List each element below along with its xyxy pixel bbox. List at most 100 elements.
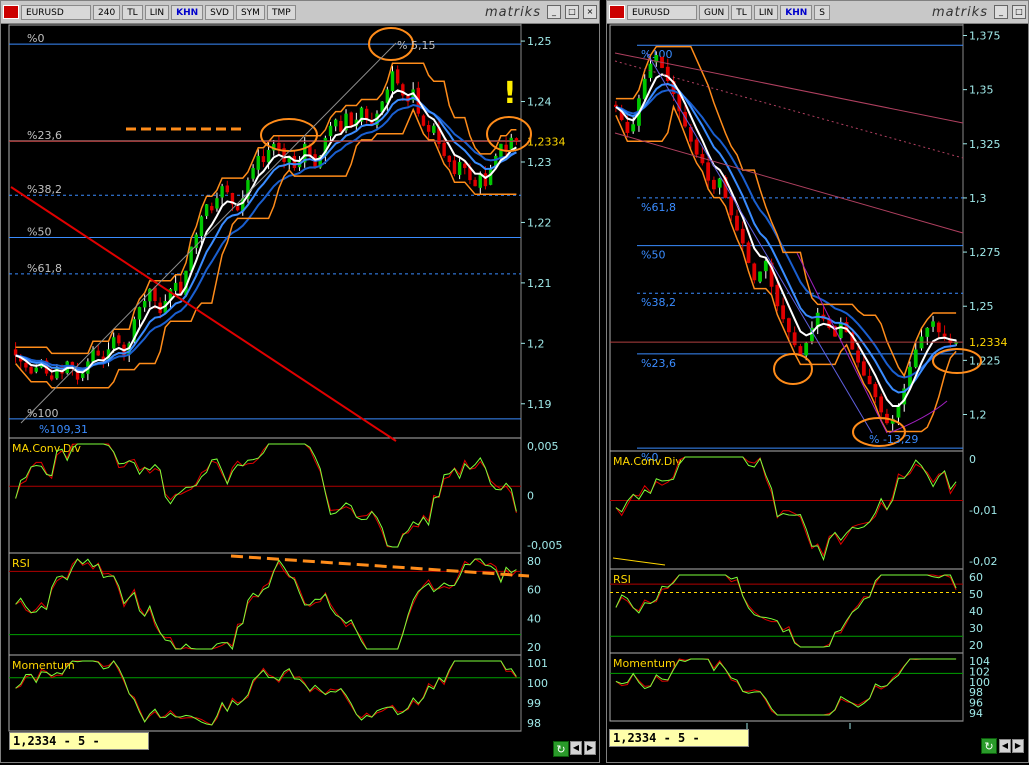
mom-title: Momentum bbox=[613, 657, 676, 670]
scroll-left-icon[interactable]: ◀ bbox=[999, 739, 1011, 753]
period-button[interactable]: 240 bbox=[93, 4, 121, 20]
maximize-icon[interactable]: □ bbox=[565, 5, 579, 19]
candle-body bbox=[272, 143, 276, 151]
candle-body bbox=[457, 161, 462, 175]
candle-body bbox=[873, 383, 878, 398]
candle-body bbox=[717, 178, 722, 188]
macd-tick-label: -0,01 bbox=[969, 504, 997, 517]
macd-tick-label: -0,02 bbox=[969, 555, 997, 568]
rsi-tick-label: 20 bbox=[969, 639, 983, 652]
period-button[interactable]: GUN bbox=[699, 4, 730, 20]
symbol-field[interactable]: EURUSD bbox=[21, 4, 91, 20]
khn-button[interactable]: KHN bbox=[780, 4, 813, 20]
candle-body bbox=[954, 342, 959, 344]
candle-body bbox=[833, 326, 837, 337]
candle-body bbox=[896, 405, 901, 418]
candle-body bbox=[148, 288, 152, 302]
candle-body bbox=[385, 89, 390, 103]
fib-label: %61,8 bbox=[27, 262, 62, 275]
price-tick-label: 1,375 bbox=[969, 29, 1001, 42]
candle-body bbox=[210, 206, 214, 211]
candle-body bbox=[184, 270, 188, 296]
price-tick-label: 1,23 bbox=[527, 156, 552, 169]
refresh-icon[interactable]: ↻ bbox=[981, 738, 997, 754]
macd-panel-frame bbox=[609, 450, 964, 570]
candle-body bbox=[613, 104, 618, 107]
svd-button[interactable]: SVD bbox=[205, 4, 234, 20]
tl-button[interactable]: TL bbox=[122, 4, 143, 20]
ma-slow-line bbox=[615, 89, 957, 379]
rsi-tick-label: 30 bbox=[969, 622, 983, 635]
ma-fast-line bbox=[615, 73, 957, 407]
candle-body bbox=[189, 246, 193, 272]
price-tick-label: 1,325 bbox=[969, 138, 1001, 151]
trendline-purple bbox=[796, 252, 888, 434]
candle-body bbox=[75, 368, 80, 380]
candle-body bbox=[328, 125, 333, 137]
candle-body bbox=[694, 139, 699, 155]
candle-body bbox=[942, 333, 947, 337]
tmp-button[interactable]: TMP bbox=[266, 4, 296, 20]
candle-body bbox=[235, 206, 240, 211]
candle-body bbox=[810, 327, 814, 342]
candle-body bbox=[266, 149, 271, 163]
candle-body bbox=[706, 162, 711, 181]
candle-body bbox=[677, 93, 682, 112]
annotation-circle bbox=[773, 353, 813, 385]
khn-button[interactable]: KHN bbox=[171, 4, 204, 20]
flag-icon bbox=[609, 5, 625, 19]
candle-body bbox=[132, 319, 137, 342]
scroll-right-icon[interactable]: ▶ bbox=[1012, 739, 1024, 753]
fib-label: %50 bbox=[641, 249, 665, 262]
candle-body bbox=[334, 119, 338, 127]
candle-body bbox=[24, 362, 28, 368]
candle-body bbox=[758, 271, 762, 282]
candle-body bbox=[740, 228, 745, 244]
flag-icon bbox=[3, 5, 19, 19]
close-icon[interactable]: × bbox=[583, 5, 597, 19]
tl-button[interactable]: TL bbox=[731, 4, 752, 20]
refresh-icon[interactable]: ↻ bbox=[553, 741, 569, 757]
symbol-field[interactable]: EURUSD bbox=[627, 4, 697, 20]
candle-body bbox=[29, 367, 33, 374]
scroll-right-icon[interactable]: ▶ bbox=[584, 741, 596, 755]
price-tick-label: 1,35 bbox=[969, 84, 994, 97]
s-button[interactable]: S bbox=[814, 4, 830, 20]
candle-body bbox=[890, 418, 895, 424]
scroll-left-icon[interactable]: ◀ bbox=[570, 741, 582, 755]
candle-body bbox=[421, 115, 426, 126]
chart-area-right[interactable]: 1,3751,351,3251,31,2751,251,2251,2%100%6… bbox=[607, 23, 1028, 733]
lin-button[interactable]: LIN bbox=[144, 4, 170, 20]
candle-body bbox=[179, 281, 183, 295]
macd-tick-label: 0 bbox=[969, 453, 976, 466]
price-panel-frame bbox=[8, 24, 522, 439]
candle-body bbox=[488, 168, 493, 185]
mom-tick-label: 96 bbox=[969, 697, 983, 710]
minimize-icon[interactable]: _ bbox=[547, 5, 561, 19]
annotation-circle bbox=[368, 27, 414, 61]
channel-line bbox=[614, 52, 964, 124]
sym-button[interactable]: SYM bbox=[235, 4, 265, 20]
candle-body bbox=[619, 108, 624, 120]
last-price-label: 1,2334 bbox=[969, 336, 1008, 349]
rsi-title: RSI bbox=[12, 557, 30, 570]
minimize-icon[interactable]: _ bbox=[994, 5, 1008, 19]
channel-line bbox=[614, 132, 964, 234]
candle-body bbox=[867, 375, 872, 385]
candle-body bbox=[426, 125, 431, 132]
fib-diagonal-line bbox=[646, 52, 873, 434]
candle-body bbox=[13, 349, 18, 356]
candle-body bbox=[468, 167, 472, 181]
matriks-logo: matriks bbox=[932, 4, 988, 20]
chart-area-left[interactable]: 1,25 1,24 1,23 1,22 1,21 1,2 1,19 %0 %23,6 %38,2%… bbox=[1, 23, 599, 733]
lin-button[interactable]: LIN bbox=[753, 4, 779, 20]
candle-body bbox=[861, 361, 866, 376]
candle-body bbox=[752, 263, 757, 281]
mom-panel-frame bbox=[8, 654, 522, 732]
mom-main-line bbox=[615, 658, 957, 716]
channel-upper-line bbox=[615, 45, 957, 378]
candle-body bbox=[735, 215, 739, 231]
candle-body bbox=[282, 148, 286, 162]
maximize-icon[interactable]: □ bbox=[1012, 5, 1026, 19]
candle-body bbox=[287, 155, 291, 163]
